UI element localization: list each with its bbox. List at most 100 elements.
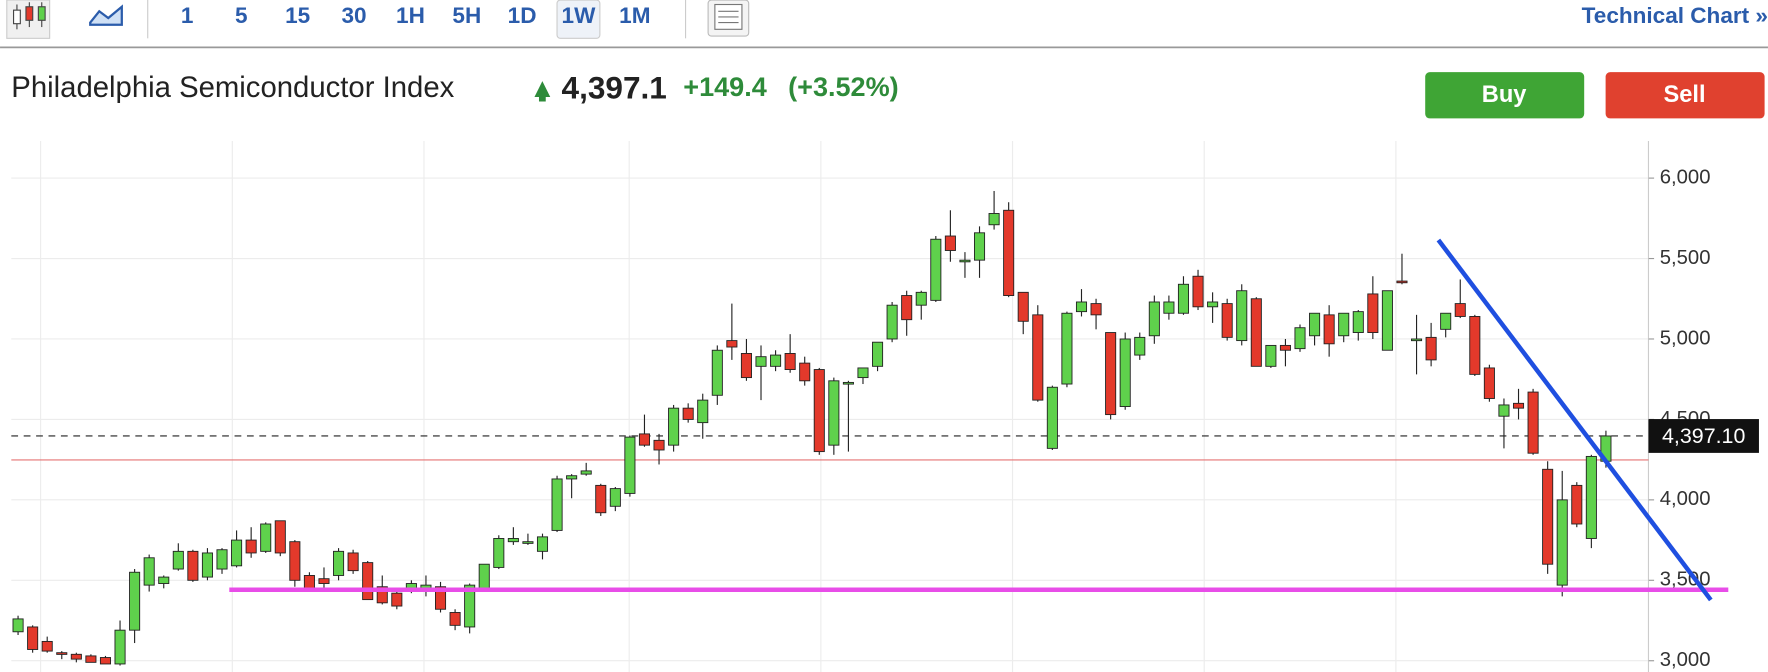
candle-body xyxy=(70,653,82,660)
candle-body xyxy=(1367,293,1379,333)
candle-body xyxy=(653,439,665,451)
change-pct: (+3.52%) xyxy=(788,72,899,102)
candle-body xyxy=(376,586,388,604)
candle-body xyxy=(624,436,636,494)
interval-button[interactable]: 15 xyxy=(285,3,310,28)
candle-body xyxy=(289,541,301,581)
candle-body xyxy=(333,550,345,576)
candle-body xyxy=(930,238,942,301)
interval-button[interactable]: 1D xyxy=(508,3,537,28)
candle-body xyxy=(1032,314,1044,401)
candle-body xyxy=(828,380,840,446)
buy-label[interactable]: Buy xyxy=(1482,82,1528,108)
candle-body xyxy=(435,586,447,610)
candle-body xyxy=(1134,336,1146,356)
buy-button[interactable] xyxy=(1425,72,1585,119)
candle-body xyxy=(1352,311,1364,333)
y-tick-label: 3,000 xyxy=(1660,649,1711,671)
candle-body xyxy=(580,470,592,475)
candle-body xyxy=(187,550,199,581)
interval-button[interactable]: 5H xyxy=(452,3,481,28)
candle-body xyxy=(1571,484,1583,525)
candle-body xyxy=(1119,338,1131,408)
interval-button[interactable]: 30 xyxy=(342,3,367,28)
candle-body xyxy=(551,478,563,531)
candle-body xyxy=(1396,280,1408,284)
interval-button[interactable]: 1W xyxy=(562,3,597,28)
candle-body xyxy=(1542,468,1554,565)
candle-body xyxy=(347,552,359,572)
candle-body xyxy=(1236,290,1248,342)
candle-body xyxy=(755,356,767,367)
candle-body xyxy=(12,618,24,633)
candle-body xyxy=(41,640,53,652)
candle-body xyxy=(915,291,927,306)
y-tick-label: 4,000 xyxy=(1660,488,1711,510)
candle-body xyxy=(1440,312,1452,330)
last-price-label: 4,397.10 xyxy=(1662,424,1745,448)
candle-body xyxy=(114,629,126,665)
candle-body xyxy=(1483,367,1495,399)
last-price-box xyxy=(1648,419,1759,453)
candle-body xyxy=(274,520,286,554)
candle-body xyxy=(1498,404,1510,417)
candle-body xyxy=(1250,298,1262,367)
candle-body xyxy=(566,475,578,480)
y-tick-label: 6,000 xyxy=(1660,166,1711,188)
candle-icon[interactable] xyxy=(6,0,51,39)
candle-body xyxy=(1309,312,1321,337)
candle-body xyxy=(726,340,738,348)
interval-button[interactable]: 5 xyxy=(235,3,248,28)
candle-body xyxy=(391,592,403,607)
candle-body xyxy=(1454,303,1466,317)
candle-body xyxy=(1323,314,1335,345)
candle-body xyxy=(129,571,141,631)
candle-body xyxy=(216,549,228,570)
candle-body xyxy=(231,539,243,567)
candle-body xyxy=(536,536,549,552)
candle-body xyxy=(303,575,315,589)
candle-body xyxy=(1061,312,1073,385)
layout-icon[interactable] xyxy=(707,0,750,37)
up-arrow xyxy=(534,81,551,102)
candle-body xyxy=(1512,402,1525,409)
candle-body xyxy=(158,576,170,584)
candle-body xyxy=(1177,283,1189,314)
candle-body xyxy=(886,304,898,340)
candle-body xyxy=(1148,301,1160,337)
candle-body xyxy=(988,213,1000,226)
selected-interval-box xyxy=(556,0,601,39)
candle-body xyxy=(449,612,461,626)
candle-body xyxy=(201,552,213,578)
candle-body xyxy=(1265,344,1277,367)
candle-body xyxy=(1017,291,1029,322)
technical-chart-link[interactable]: Technical Chart » xyxy=(1582,3,1768,28)
candle-body xyxy=(522,541,534,544)
sell-button[interactable] xyxy=(1605,72,1765,119)
toolbar: 1 5 15 30 1H 5H 1D 1W 1M Technical Chart » xyxy=(0,0,1768,49)
candle-body xyxy=(1294,327,1306,350)
y-tick-label: 5,500 xyxy=(1660,247,1711,269)
candle-body xyxy=(1192,275,1204,308)
interval-button[interactable]: 1 xyxy=(181,3,194,28)
candle-body xyxy=(1338,312,1350,337)
candle-body xyxy=(56,652,68,655)
candle-body xyxy=(1090,303,1102,316)
candle-body xyxy=(27,626,39,650)
candle-body xyxy=(784,353,796,370)
candle-body xyxy=(1105,332,1117,416)
y-tick-label: 5,000 xyxy=(1660,327,1711,349)
candle-body xyxy=(1221,303,1233,338)
candle-body xyxy=(682,407,694,420)
trend-line[interactable] xyxy=(1436,238,1713,602)
interval-button[interactable]: 1H xyxy=(396,3,425,28)
candle-body xyxy=(872,341,884,367)
candle-body xyxy=(1075,301,1088,313)
candle-body xyxy=(959,259,971,263)
candle-body xyxy=(857,367,869,379)
sell-label[interactable]: Sell xyxy=(1663,82,1705,108)
interval-button[interactable]: 1M xyxy=(619,3,650,28)
line-icon[interactable] xyxy=(89,4,123,26)
